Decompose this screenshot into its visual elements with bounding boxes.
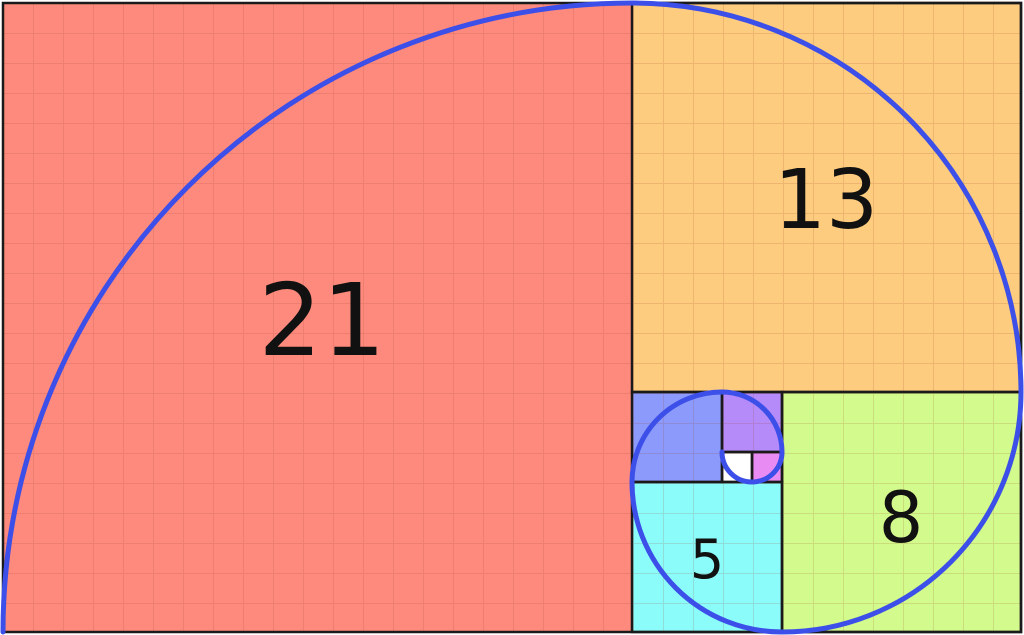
- label-5: 5: [690, 528, 724, 591]
- label-13: 13: [774, 153, 878, 248]
- grid-overlay: [3, 3, 1021, 632]
- label-21: 21: [258, 262, 385, 379]
- label-8: 8: [879, 477, 924, 559]
